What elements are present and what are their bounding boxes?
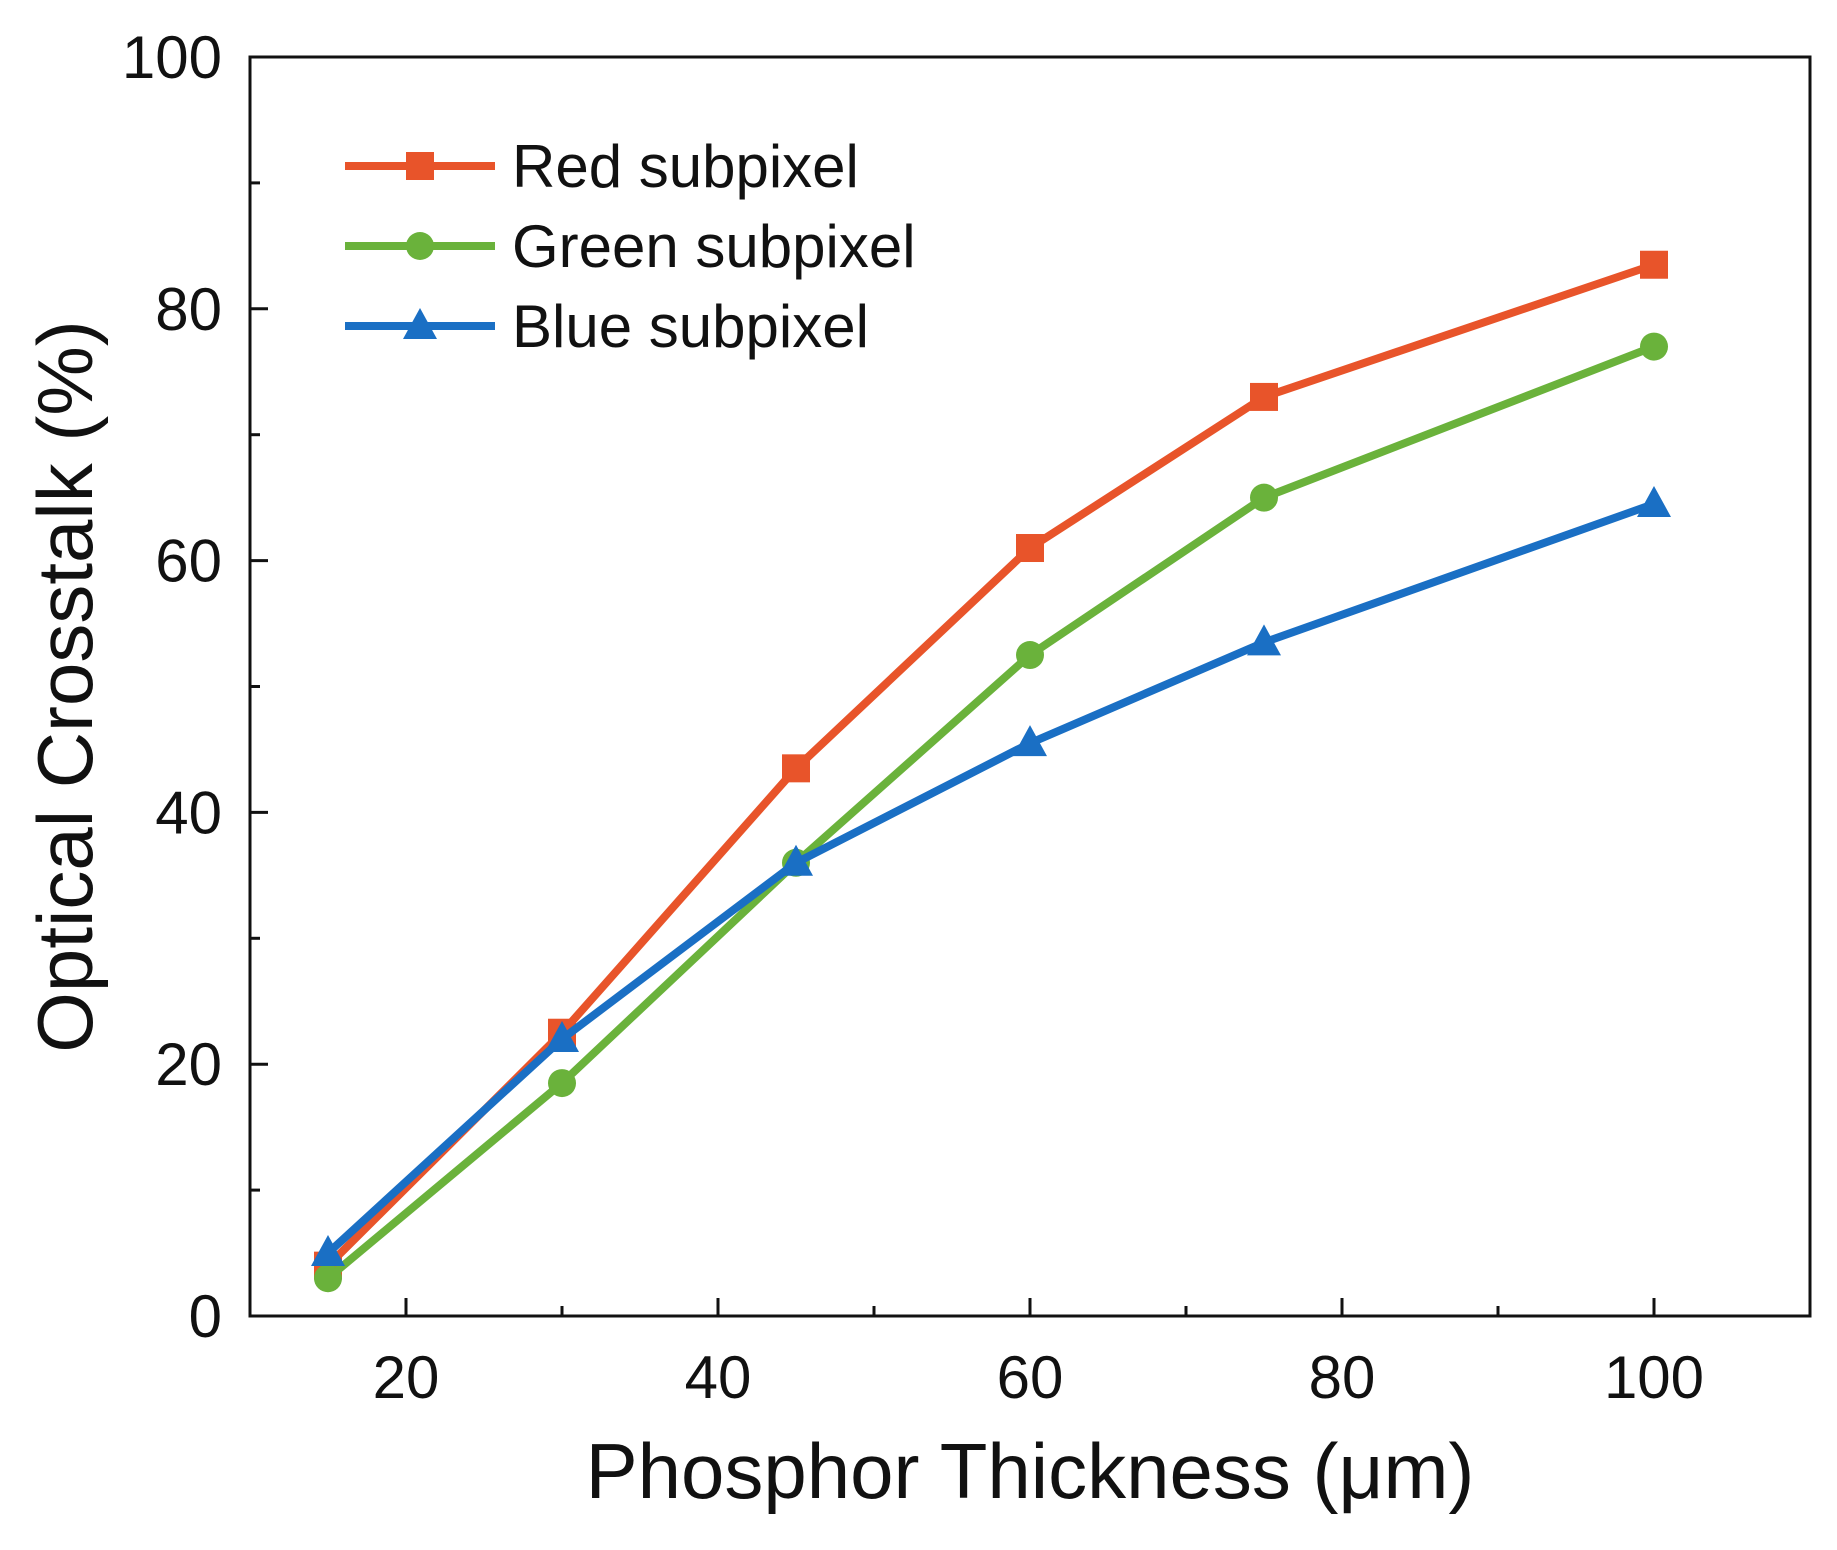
x-tick-label: 40 <box>685 1344 752 1411</box>
y-tick-label: 40 <box>155 779 222 846</box>
y-tick-label: 0 <box>189 1283 222 1350</box>
data-point-blue-subpixel <box>1637 485 1671 517</box>
data-point-red-subpixel <box>1250 382 1278 411</box>
data-point-green-subpixel <box>1640 332 1668 361</box>
y-axis-title: Optical Crosstalk (%) <box>21 320 109 1052</box>
y-tick-label: 20 <box>155 1031 222 1098</box>
legend-item-green-subpixel: Green subpixel <box>345 213 916 280</box>
legend-label: Blue subpixel <box>512 293 869 360</box>
series-line-blue-subpixel <box>325 500 1656 1257</box>
data-point-green-subpixel <box>1016 641 1044 670</box>
legend-swatch-marker <box>403 308 437 339</box>
series-layer <box>311 250 1671 1293</box>
y-tick-label: 80 <box>155 276 222 343</box>
data-point-blue-subpixel <box>311 1235 345 1267</box>
data-point-blue-subpixel <box>779 844 813 876</box>
legend-label: Green subpixel <box>512 213 916 280</box>
data-point-green-subpixel <box>548 1069 576 1098</box>
y-tick-label: 60 <box>155 528 222 595</box>
data-point-red-subpixel <box>782 754 810 783</box>
data-point-green-subpixel <box>314 1264 342 1293</box>
y-tick-label: 100 <box>122 24 222 91</box>
data-point-blue-subpixel <box>1013 725 1047 757</box>
data-point-blue-subpixel <box>545 1021 579 1053</box>
legend-item-blue-subpixel: Blue subpixel <box>345 293 869 360</box>
legend-swatch-marker <box>406 232 434 260</box>
legend: Red subpixel Green subpixel Blue subpixel <box>345 133 916 360</box>
x-tick-label: 60 <box>997 1344 1064 1411</box>
legend-swatch-marker <box>406 152 434 180</box>
ticks-layer: 20 40 60 80 100 0 20 40 60 80 100 <box>122 24 1704 1411</box>
data-point-red-subpixel <box>1640 250 1668 279</box>
legend-item-red-subpixel: Red subpixel <box>345 133 859 200</box>
x-tick-label: 80 <box>1309 1344 1376 1411</box>
series-line-green-subpixel <box>325 342 1656 1282</box>
x-tick-label: 20 <box>373 1344 440 1411</box>
series-blue-subpixel <box>311 485 1671 1267</box>
series-green-subpixel <box>314 332 1668 1293</box>
data-point-green-subpixel <box>1250 483 1278 512</box>
legend-label: Red subpixel <box>512 133 859 200</box>
data-point-red-subpixel <box>1016 534 1044 563</box>
data-point-blue-subpixel <box>1247 624 1281 656</box>
x-axis-title: Phosphor Thickness (μm) <box>586 1427 1475 1515</box>
x-tick-label: 100 <box>1604 1344 1704 1411</box>
